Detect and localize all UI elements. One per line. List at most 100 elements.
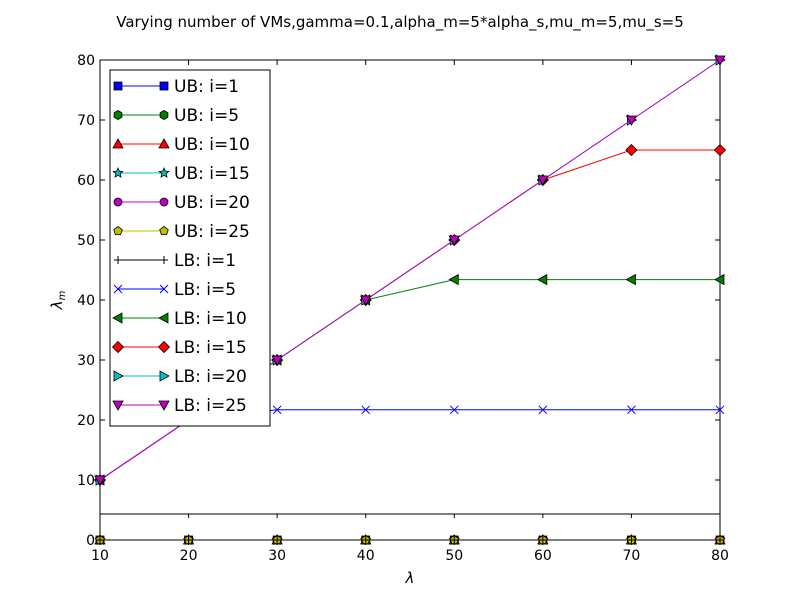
legend-label: UB: i=10 [174,135,250,155]
data-point [159,110,169,120]
x-tick-label: 10 [91,548,109,564]
data-point [112,138,124,149]
data-point [448,273,459,286]
data-point [625,273,636,286]
data-point [160,256,168,264]
data-point [113,226,123,236]
x-tick-label: 40 [357,548,375,564]
data-point [361,536,370,544]
y-tick-label: 60 [77,173,95,189]
data-point [113,197,123,207]
legend-item: LB: i=25 [112,396,247,416]
legend-item: UB: i=25 [113,222,250,242]
data-point [537,273,548,286]
legend-label: LB: i=25 [174,396,247,416]
y-tick-label: 10 [77,473,95,489]
data-point [714,273,725,286]
x-tick-label: 70 [623,548,641,564]
data-point [448,235,460,246]
y-axis-label-subscript: m [57,290,68,300]
chart-title: Varying number of VMs,gamma=0.1,alpha_m=… [116,13,684,32]
data-point [114,256,122,264]
data-point [113,110,123,120]
data-point [537,175,549,186]
legend-label: UB: i=20 [174,193,250,213]
legend-label: LB: i=15 [174,338,247,358]
y-axis-label: λm [48,290,68,310]
y-tick-label: 50 [77,233,95,249]
legend-label: UB: i=25 [174,222,250,242]
legend-label: UB: i=15 [174,164,250,184]
data-point [538,405,548,415]
data-point [94,475,106,486]
y-tick-label: 70 [77,113,95,129]
legend: UB: i=1 UB: i=5 UB: i=10 UB: i=15 UB: i=20 UB… [109,69,271,427]
data-point [538,536,547,544]
data-point [271,355,283,366]
data-point [714,55,726,66]
data-point [113,370,124,382]
data-point [184,536,193,544]
series-6 [96,536,724,544]
legend-item: LB: i=1 [114,251,236,271]
data-point [159,370,170,382]
legend-item: UB: i=20 [113,193,250,213]
x-tick-label: 80 [711,548,729,564]
legend-item: LB: i=10 [112,309,247,329]
legend-label: LB: i=1 [174,251,236,271]
data-point [360,295,372,306]
data-point [112,166,124,178]
data-point [157,340,171,354]
legend-item: LB: i=15 [111,338,247,358]
data-point [272,405,282,415]
data-point [449,405,459,415]
y-tick-label: 30 [77,353,95,369]
legend-label: LB: i=20 [174,367,247,387]
data-point [273,536,282,544]
data-point [627,536,636,544]
x-tick-label: 60 [534,548,552,564]
data-point [112,400,124,411]
data-point [159,81,169,91]
tick-marks [99,59,721,541]
x-tick-label: 50 [445,548,463,564]
legend-item: UB: i=5 [113,106,239,126]
legend-box [109,69,271,427]
data-point [158,312,169,324]
y-tick-label: 0 [86,533,95,549]
data-point [158,166,170,178]
y-tick-label: 80 [77,53,95,69]
legend-item: UB: i=15 [112,164,250,184]
data-point [361,405,371,415]
data-point [159,197,169,207]
x-axis-label: λ [405,569,415,587]
data-point [113,81,123,91]
legend-item: UB: i=10 [112,135,250,155]
x-tick-label: 20 [180,548,198,564]
data-point [113,284,123,294]
data-point [159,226,169,236]
data-point [111,340,125,354]
y-axis-label-main: λ [48,300,66,310]
data-point [715,405,725,415]
legend-item: LB: i=20 [113,367,247,387]
data-point [158,400,170,411]
data-point [716,536,724,544]
data-point [450,536,459,544]
legend-item: UB: i=1 [113,77,239,97]
data-point [158,138,170,149]
legend-label: UB: i=5 [174,106,239,126]
y-tick-label: 20 [77,413,95,429]
data-point [625,115,638,126]
data-point [625,143,638,157]
data-point [627,405,636,415]
data-point [713,143,727,157]
data-point [159,284,169,294]
data-point [112,312,123,324]
legend-label: UB: i=1 [174,77,239,97]
data-point [96,536,104,544]
legend-item: LB: i=5 [113,280,236,300]
legend-label: LB: i=10 [174,309,247,329]
